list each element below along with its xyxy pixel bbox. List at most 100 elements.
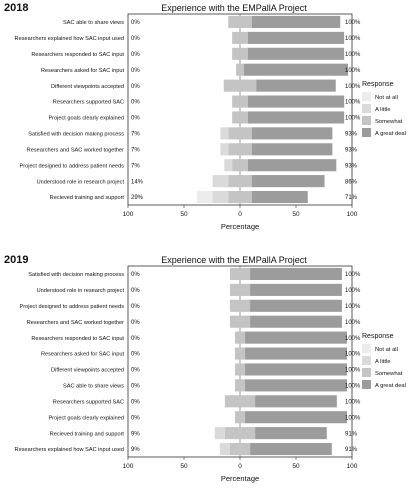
- bar-segment: [251, 143, 333, 156]
- bar-segment: [240, 63, 244, 76]
- bar-segment: [240, 15, 252, 29]
- left-percent-label: 0%: [131, 116, 140, 122]
- bar-segment: [251, 190, 308, 204]
- left-percent-label: 7%: [131, 132, 140, 138]
- chart-title: Experience with the EMPallA Project: [161, 3, 307, 13]
- bar-segment: [240, 331, 246, 344]
- chart-svg-2019: Satisfied with decision making process 0%…: [15, 265, 406, 483]
- category-label: Researchers explained how SAC input used: [15, 447, 124, 453]
- right-percent-label: 100%: [345, 399, 361, 405]
- bar-segment: [255, 395, 337, 408]
- legend-entry: A little: [375, 107, 390, 113]
- bar-segment: [224, 395, 240, 408]
- bar-segment: [228, 15, 240, 29]
- bar-segment: [250, 299, 342, 312]
- bar-segment: [212, 175, 229, 188]
- category-label: Researchers explained how SAC input used: [15, 36, 124, 42]
- x-tick-label: 100: [347, 463, 358, 470]
- right-percent-label: 100%: [345, 20, 361, 26]
- bar-segment: [245, 379, 347, 392]
- bar-segment: [228, 175, 240, 188]
- legend-entry: A great deal: [375, 131, 406, 137]
- bar-segment: [229, 299, 240, 312]
- right-percent-label: 100%: [345, 100, 361, 106]
- legend-swatch: [362, 380, 371, 389]
- bar-segment: [250, 315, 342, 328]
- legend-swatch: [362, 368, 371, 377]
- right-percent-label: 100%: [345, 116, 361, 122]
- bar-segment: [232, 111, 240, 124]
- bar-segment: [240, 95, 248, 108]
- bar-segment: [240, 299, 251, 312]
- bar-segment: [234, 411, 240, 424]
- bar-segment: [240, 442, 251, 456]
- category-label: Project designed to address patient need…: [20, 304, 125, 310]
- category-label: Project goals clearly explained: [48, 415, 124, 421]
- bar-segment: [251, 127, 333, 140]
- bar-segment: [240, 379, 246, 392]
- legend-entry: A little: [375, 359, 390, 365]
- x-tick-label: 100: [123, 463, 134, 470]
- bar-segment: [245, 331, 347, 344]
- left-percent-label: 9%: [131, 431, 140, 437]
- bar-segment: [247, 159, 337, 172]
- bar-segment: [232, 31, 240, 44]
- x-tick-label: 50: [180, 211, 188, 218]
- bar-segment: [240, 175, 252, 188]
- legend-swatch: [362, 116, 371, 125]
- chart-title: Experience with the EMPallA Project: [161, 255, 307, 265]
- legend-title: Response: [362, 81, 394, 88]
- right-percent-label: 93%: [345, 147, 358, 153]
- left-percent-label: 0%: [131, 352, 140, 358]
- bar-segment: [232, 95, 240, 108]
- legend-swatch: [362, 128, 371, 137]
- category-label: Project designed to address patient need…: [20, 163, 125, 169]
- bar-segment: [240, 47, 248, 60]
- legend-swatch: [362, 356, 371, 365]
- legend-swatch: [362, 104, 371, 113]
- bar-segment: [247, 95, 345, 108]
- legend-title: Response: [362, 333, 394, 340]
- legend-entry: Somewhat: [375, 371, 403, 377]
- bar-segment: [219, 442, 230, 456]
- right-percent-label: 91%: [345, 447, 358, 453]
- bar-segment: [245, 363, 347, 376]
- bar-segment: [229, 315, 240, 328]
- right-percent-label: 100%: [345, 36, 361, 42]
- bar-segment: [240, 190, 252, 204]
- right-percent-label: 93%: [345, 132, 358, 138]
- bar-segment: [212, 190, 229, 204]
- chart-svg-2018: SAC able to share views 0% 100% Researchers…: [15, 13, 406, 231]
- legend-entry: Not at all: [375, 347, 398, 353]
- right-percent-label: 100%: [345, 272, 361, 278]
- bar-segment: [220, 127, 229, 140]
- x-axis-label: Percentage: [221, 222, 259, 231]
- left-percent-label: 0%: [131, 84, 140, 90]
- bar-segment: [224, 159, 233, 172]
- right-percent-label: 93%: [345, 163, 358, 169]
- bar-segment: [229, 442, 240, 456]
- category-label: Satisfied with decision making process: [28, 132, 124, 138]
- right-percent-label: 100%: [345, 320, 361, 326]
- left-percent-label: 0%: [131, 368, 140, 374]
- category-label: Different viewpoints accepted: [51, 368, 124, 374]
- right-percent-label: 100%: [345, 415, 361, 421]
- bar-segment: [234, 347, 240, 360]
- bar-segment: [228, 127, 240, 140]
- bar-segment: [240, 127, 252, 140]
- bar-segment: [247, 111, 345, 124]
- bar-segment: [214, 427, 225, 440]
- bar-segment: [256, 79, 336, 92]
- x-tick-label: 50: [180, 463, 188, 470]
- left-percent-label: 0%: [131, 336, 140, 342]
- legend-entry: Not at all: [375, 95, 398, 101]
- bar-segment: [234, 331, 240, 344]
- left-percent-label: 0%: [131, 20, 140, 26]
- bar-segment: [223, 79, 240, 92]
- bar-segment: [220, 143, 229, 156]
- legend-entry: Somewhat: [375, 119, 403, 125]
- category-label: Understood role in research project: [37, 288, 125, 294]
- bar-segment: [236, 63, 240, 76]
- bar-segment: [251, 175, 325, 188]
- bar-segment: [229, 283, 240, 296]
